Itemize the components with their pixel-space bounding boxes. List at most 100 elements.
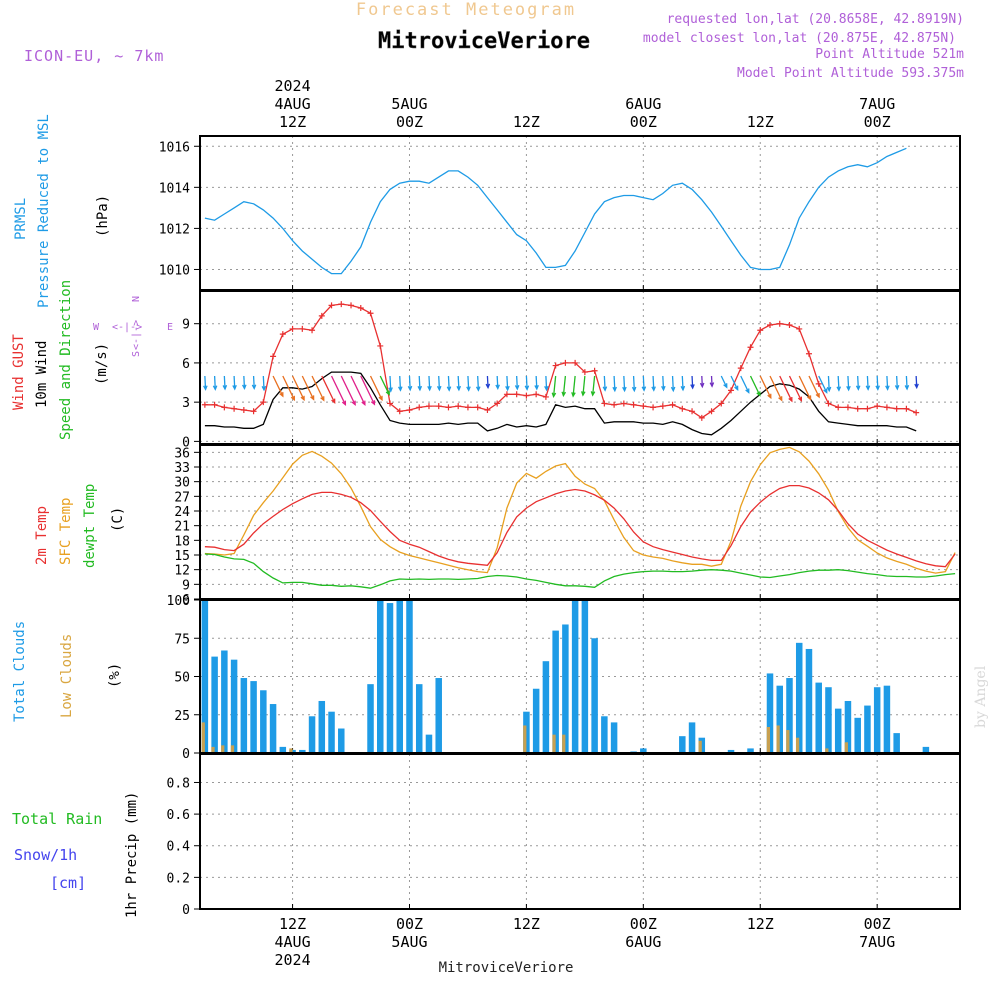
total-cloud-bar [240, 678, 248, 753]
wind-direction-arrow [602, 375, 608, 392]
wind-arrow-shaft [623, 375, 626, 391]
wind-arrow-shaft [399, 375, 402, 391]
cloud-label-low: Low Clouds [59, 634, 75, 718]
y-tick-label: 33 [174, 461, 190, 476]
time-label-bottom: 12Z [279, 915, 306, 933]
total-cloud-bar [873, 687, 881, 753]
wind-arrow-shaft [457, 375, 460, 390]
wind-arrow-head [370, 400, 376, 406]
total-cloud-bar [776, 685, 783, 753]
wind-arrow-shaft [272, 375, 284, 397]
wind-direction-arrow [534, 375, 539, 391]
total-cloud-bar [532, 688, 540, 753]
wind-arrow-head [894, 384, 900, 391]
time-label-top: 7AUG [859, 95, 895, 113]
cloud-label-total: Total Clouds [12, 621, 28, 722]
wind-direction-arrow [855, 375, 861, 391]
wind-arrow-head [251, 384, 257, 391]
gust-marker [445, 404, 452, 411]
wind-arrow-head [397, 386, 403, 392]
wind-arrow-shaft [360, 375, 376, 405]
chart-subtitle: Forecast Meteogram [356, 0, 576, 20]
wind-direction-arrow [699, 375, 705, 389]
wind-direction-arrow [622, 375, 627, 393]
wind-arrow-shaft [408, 375, 411, 390]
y-tick-label: 0.4 [167, 840, 191, 855]
time-label-top: 2024 [275, 77, 311, 95]
wind-direction-arrow [808, 375, 820, 399]
total-cloud-bar [230, 659, 238, 753]
wind-arrow-shaft [613, 375, 616, 391]
panels: 1010101210141016036969121518212427303336… [159, 135, 961, 918]
wind-arrow-shaft [447, 375, 450, 391]
wind-direction-arrow [865, 375, 871, 391]
total-cloud-bar [562, 624, 569, 753]
gust-marker [874, 403, 881, 410]
gust-marker [289, 325, 296, 332]
gust-marker [201, 401, 208, 408]
y-tick-label: 21 [174, 520, 190, 535]
low-cloud-bar [552, 734, 556, 753]
gust-marker [552, 362, 559, 369]
wind-arrow-shaft [662, 375, 665, 390]
wind-direction-arrow [272, 375, 284, 398]
wind-arrow-head [378, 395, 383, 402]
gust-marker [357, 305, 364, 311]
compass-s: S [131, 351, 142, 357]
wind-arrow-head [815, 392, 820, 399]
closest-coords: model closest lon,lat (20.875E, 42.875N) [643, 31, 956, 46]
wind-arrow-head [641, 386, 647, 392]
wind-direction-arrow [846, 375, 851, 392]
total-cloud-bar [893, 733, 900, 753]
wind-arrow-head [524, 385, 530, 391]
total-cloud-bar [834, 708, 842, 753]
total-cloud-bar [367, 684, 374, 753]
wind-arrow-head [561, 391, 567, 398]
wind-arrow-shaft [418, 375, 421, 390]
wind-direction-arrow [466, 375, 471, 392]
wind-arrow-head [551, 392, 557, 399]
y-tick-label: 30 [174, 476, 190, 491]
time-label-top: 00Z [396, 113, 423, 131]
wind-direction-arrow [417, 375, 423, 392]
gust-marker [270, 353, 277, 360]
wind-arrow-shaft [710, 375, 713, 387]
wind-arrow-shaft [516, 375, 518, 389]
wind-direction-arrow [875, 375, 880, 391]
wind-direction-arrow [894, 375, 900, 391]
total-cloud-bar [338, 728, 345, 753]
wind-arrow-head [456, 385, 462, 392]
time-label-bottom: 7AUG [859, 933, 895, 951]
precip-label-axis: 1hr Precip (mm) [124, 792, 140, 918]
wind-arrow-shaft [506, 375, 509, 390]
wind-arrow-shaft [486, 375, 489, 388]
wind-direction-arrow [680, 375, 686, 392]
gust-marker [689, 408, 696, 415]
total-cloud-bar [269, 704, 277, 753]
wind-arrow-shaft [428, 375, 431, 390]
credit-text: by Angel [973, 665, 989, 728]
total-cloud-bar [864, 705, 871, 753]
gust-marker [425, 403, 432, 410]
y-tick-label: 24 [174, 505, 190, 520]
wind-direction-arrow [456, 375, 462, 392]
total-cloud-bar [542, 661, 550, 753]
gust-marker [474, 404, 481, 411]
gust-marker [883, 404, 890, 411]
wind-direction-arrow [330, 375, 347, 407]
wind-arrow-shaft [847, 375, 850, 390]
wind-arrow-head [534, 384, 539, 391]
wind-panel: 0 3 6 9 [182, 290, 961, 450]
wind-arrow-shaft [681, 375, 684, 390]
wind-arrow-shaft [798, 375, 812, 400]
y-tick-label: 6 [182, 357, 190, 372]
wind-arrow-head [514, 384, 520, 391]
temp-label-dew: dewpt Temp [82, 484, 98, 568]
y-tick-label: 0.6 [167, 808, 190, 823]
time-label-top: 6AUG [625, 95, 661, 113]
wind-arrow-head [846, 385, 851, 392]
wind-arrow-head [826, 386, 832, 393]
wind-arrow-shaft [552, 375, 557, 397]
